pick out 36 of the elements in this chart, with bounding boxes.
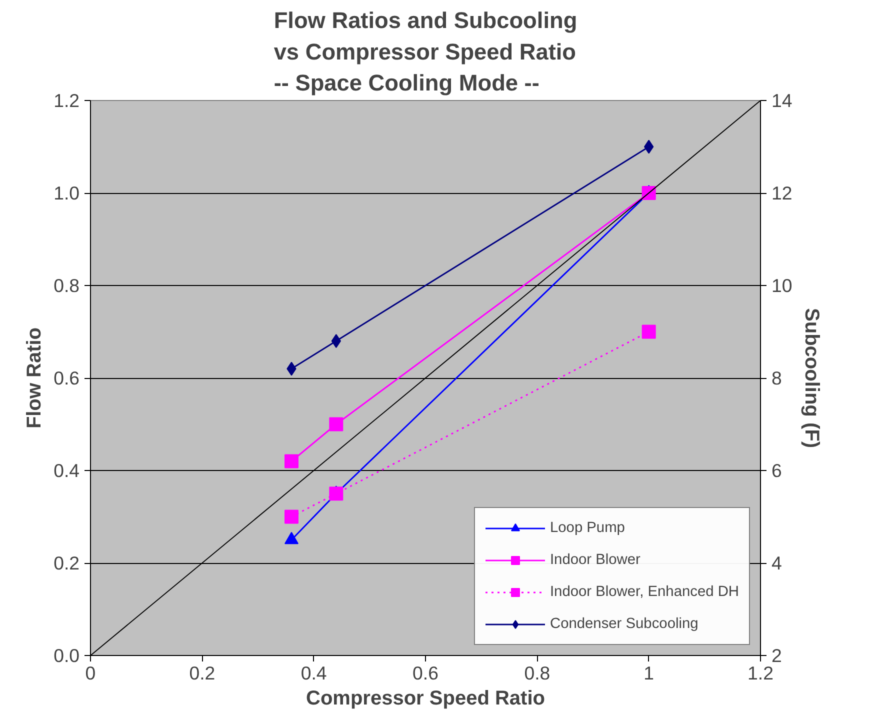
x-tick-label: 1 xyxy=(644,662,654,684)
y2-tick-label: 12 xyxy=(772,182,792,204)
x-tick-label: 0.4 xyxy=(300,662,327,684)
y2-tick-label: 8 xyxy=(772,368,782,388)
point xyxy=(284,510,298,524)
legend-label: Condenser Subcooling xyxy=(550,616,698,632)
point xyxy=(329,417,344,432)
legend-label: Loop Pump xyxy=(550,520,625,536)
point xyxy=(642,186,656,200)
x-tick-label: 1.2 xyxy=(748,662,774,684)
x-tick-label: 0.6 xyxy=(412,662,438,684)
y2-tick-label: 4 xyxy=(772,552,782,574)
x-tick-label: 0 xyxy=(85,662,96,684)
y2-tick-label: 14 xyxy=(772,90,792,111)
y-tick-label: 0.4 xyxy=(54,460,80,481)
point xyxy=(284,454,298,468)
y-axis-title: Flow Ratio xyxy=(24,327,46,429)
y-tick-label: 0.0 xyxy=(54,645,80,666)
x-axis-title: Compressor Speed Ratio xyxy=(306,688,545,710)
y-tick-label: 0.6 xyxy=(54,368,80,388)
y-tick-label: 1.2 xyxy=(54,90,80,111)
y-tick-label: 1.0 xyxy=(54,182,80,204)
y-tick-label: 0.8 xyxy=(54,275,80,296)
y2-tick-label: 2 xyxy=(772,645,782,666)
y2-tick-label: 10 xyxy=(772,275,792,296)
y-tick-label: 0.2 xyxy=(54,552,80,574)
point xyxy=(642,324,656,339)
x-tick-label: 0.2 xyxy=(189,662,216,684)
legend-label: Indoor Blower, Enhanced DH xyxy=(550,584,739,600)
point xyxy=(329,486,344,501)
point xyxy=(331,334,341,348)
legend-label: Indoor Blower xyxy=(550,552,640,568)
y2-tick-label: 6 xyxy=(772,460,782,481)
y2-axis-title: Subcooling (F) xyxy=(800,308,822,448)
x-tick-label: 0.8 xyxy=(524,662,550,684)
chart-title: Flow Ratios and Subcooling vs Compressor Speed Ratio -- Space Cooling Mode -- xyxy=(274,7,578,96)
